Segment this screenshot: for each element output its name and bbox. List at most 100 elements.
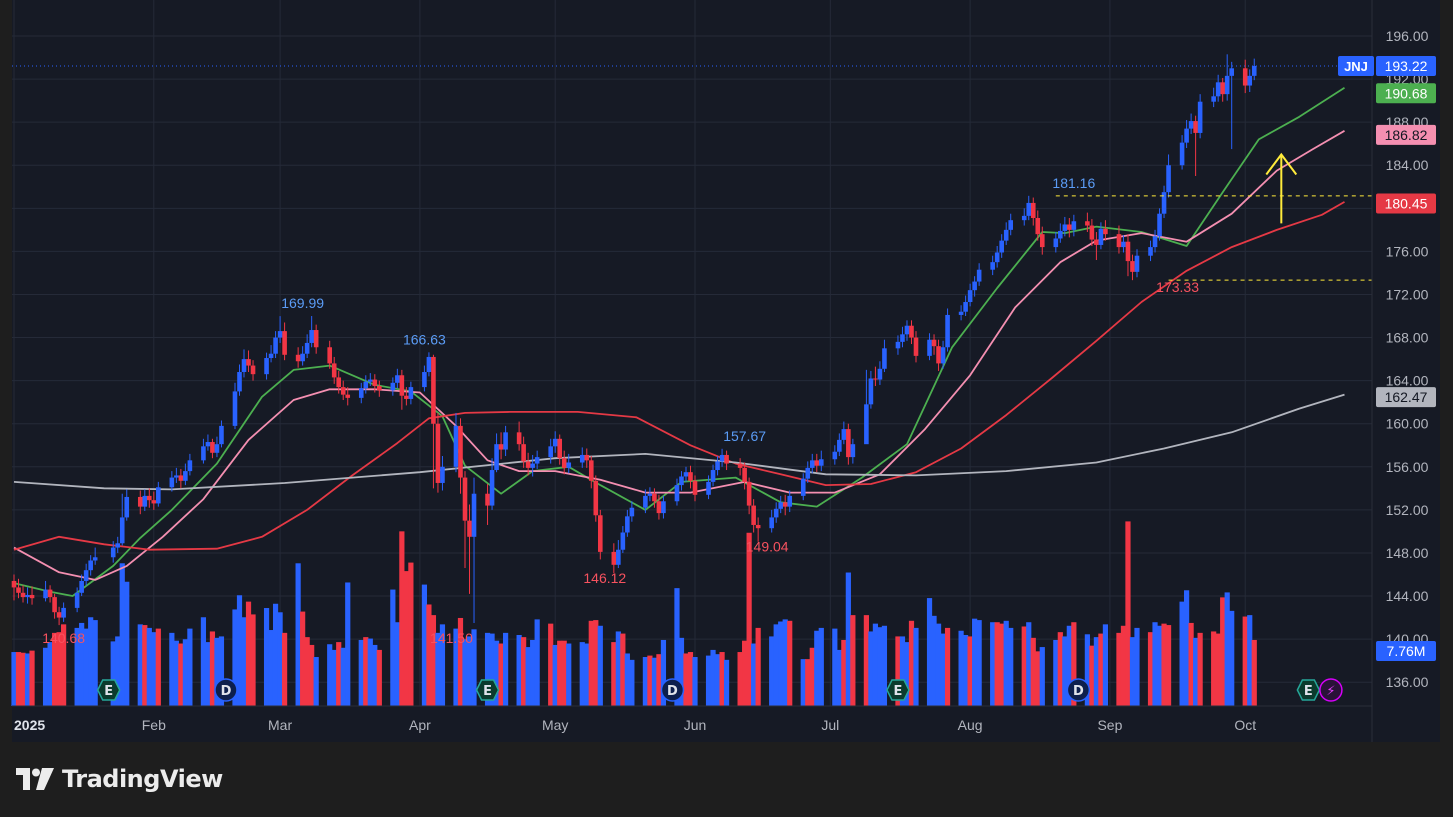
candle (1188, 113, 1194, 135)
volume-bar (79, 622, 85, 706)
volume-bar (1224, 592, 1230, 706)
candle (931, 334, 937, 355)
candle (1067, 218, 1072, 238)
candle-body (931, 339, 937, 347)
price-annotations: 169.99 166.63 157.67 181.16 140.68 141.50 146.… (42, 175, 1199, 646)
volume-bar (1193, 637, 1199, 706)
volume-bar (61, 624, 67, 706)
event-marker[interactable]: D (1066, 678, 1091, 702)
y-tick-label: 164.00 (1386, 373, 1429, 389)
ma-line-ma200 (13, 393, 1345, 491)
candle (1003, 222, 1009, 245)
candle (584, 448, 590, 468)
candle (787, 490, 793, 513)
y-tick-label: 136.00 (1386, 674, 1429, 690)
volume-bar (660, 639, 667, 706)
candle-body (868, 378, 874, 405)
candle (1157, 208, 1162, 241)
candle-body (963, 302, 968, 312)
volume-bar (1129, 637, 1136, 706)
candlesticks[interactable] (11, 54, 1257, 626)
volume-bar (1220, 597, 1226, 706)
candle-body (661, 501, 666, 514)
tradingview-logo-icon (16, 768, 54, 790)
candle (309, 316, 314, 348)
volume-bar (137, 624, 143, 706)
candle-body (895, 341, 901, 349)
candle-body (124, 496, 130, 518)
candle-body (521, 444, 526, 462)
volume-bar (1093, 637, 1099, 706)
candle (1021, 208, 1027, 226)
candle-body (214, 444, 220, 453)
event-marker-letter: D (1073, 684, 1084, 699)
event-marker[interactable]: E (475, 679, 500, 701)
candle-body (584, 454, 590, 461)
volume-bar (83, 628, 89, 706)
volume-bar (742, 640, 748, 706)
volume-bar (1120, 625, 1127, 706)
candle (832, 445, 838, 465)
price-chart[interactable]: 169.99 166.63 157.67 181.16 140.68 141.50 146.… (0, 0, 1453, 760)
candle-body (327, 347, 332, 364)
volume-bar (1084, 634, 1090, 706)
volume-bar (1062, 636, 1068, 706)
y-tick-label: 196.00 (1386, 28, 1429, 44)
candle (715, 456, 720, 476)
price-tag-value: 7.76M (1387, 643, 1426, 659)
volume-bar (516, 635, 522, 706)
event-marker[interactable]: E (886, 679, 910, 701)
candle-body (174, 475, 179, 478)
candle (516, 421, 522, 451)
event-marker[interactable]: E (1296, 679, 1321, 701)
event-marker-letter: ⚡ (1326, 684, 1335, 699)
volume-bar (899, 636, 906, 706)
volume-bar (1211, 631, 1217, 706)
price-tag-box (1376, 124, 1436, 145)
volume-bar (674, 588, 680, 706)
candle-body (516, 432, 522, 445)
candle-body (625, 516, 630, 533)
candle (1152, 229, 1158, 253)
event-markers[interactable]: E D E D E D E ⚡ (96, 678, 1343, 702)
volume-bar (832, 628, 838, 706)
volume-bar (624, 653, 630, 706)
candle-body (782, 502, 788, 507)
volume-bar (1197, 632, 1203, 706)
volume-bar (868, 631, 874, 706)
split-badge (1319, 678, 1343, 702)
price-tag-value: 190.68 (1385, 85, 1428, 101)
candle (435, 412, 441, 493)
tradingview-brand[interactable]: TradingView (16, 764, 223, 794)
candle-body (737, 463, 743, 468)
x-tick-label: Apr (409, 717, 431, 733)
candle-body (647, 493, 653, 496)
event-marker[interactable]: E (96, 679, 121, 701)
candle (846, 423, 851, 465)
annotation-label: 149.04 (746, 539, 789, 555)
candle-body (1085, 221, 1090, 226)
candle-body (561, 458, 567, 468)
volume-bar (584, 643, 590, 706)
volume-bar (913, 627, 919, 706)
candle-body (778, 502, 783, 509)
candle-body (1130, 261, 1135, 272)
candle-body (1157, 213, 1162, 237)
candle-body (611, 551, 617, 565)
volume-bar (723, 659, 730, 706)
volume-bar (218, 636, 225, 706)
volume-bar (300, 611, 306, 706)
candle-body (1184, 128, 1189, 143)
candle-body (295, 354, 301, 362)
volume-bar (566, 643, 572, 706)
event-marker[interactable]: D (214, 678, 238, 702)
volume-bar (814, 630, 820, 706)
event-marker[interactable]: D (660, 678, 685, 702)
event-marker[interactable]: ⚡ (1319, 678, 1343, 702)
volume-bar (530, 639, 536, 706)
candle-body (1242, 68, 1248, 86)
y-tick-label: 144.00 (1386, 588, 1429, 604)
candle-body (706, 481, 711, 495)
candle (588, 456, 594, 489)
candle (137, 490, 143, 515)
